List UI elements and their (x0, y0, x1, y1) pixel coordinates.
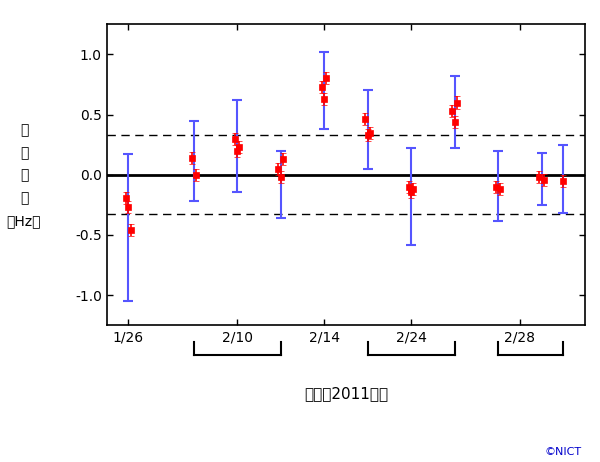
Text: 周
波
数
差
（Hz）: 周 波 数 差 （Hz） (7, 123, 41, 228)
X-axis label: 日付（2011年）: 日付（2011年） (304, 386, 388, 401)
Text: ©NICT: ©NICT (545, 447, 582, 457)
